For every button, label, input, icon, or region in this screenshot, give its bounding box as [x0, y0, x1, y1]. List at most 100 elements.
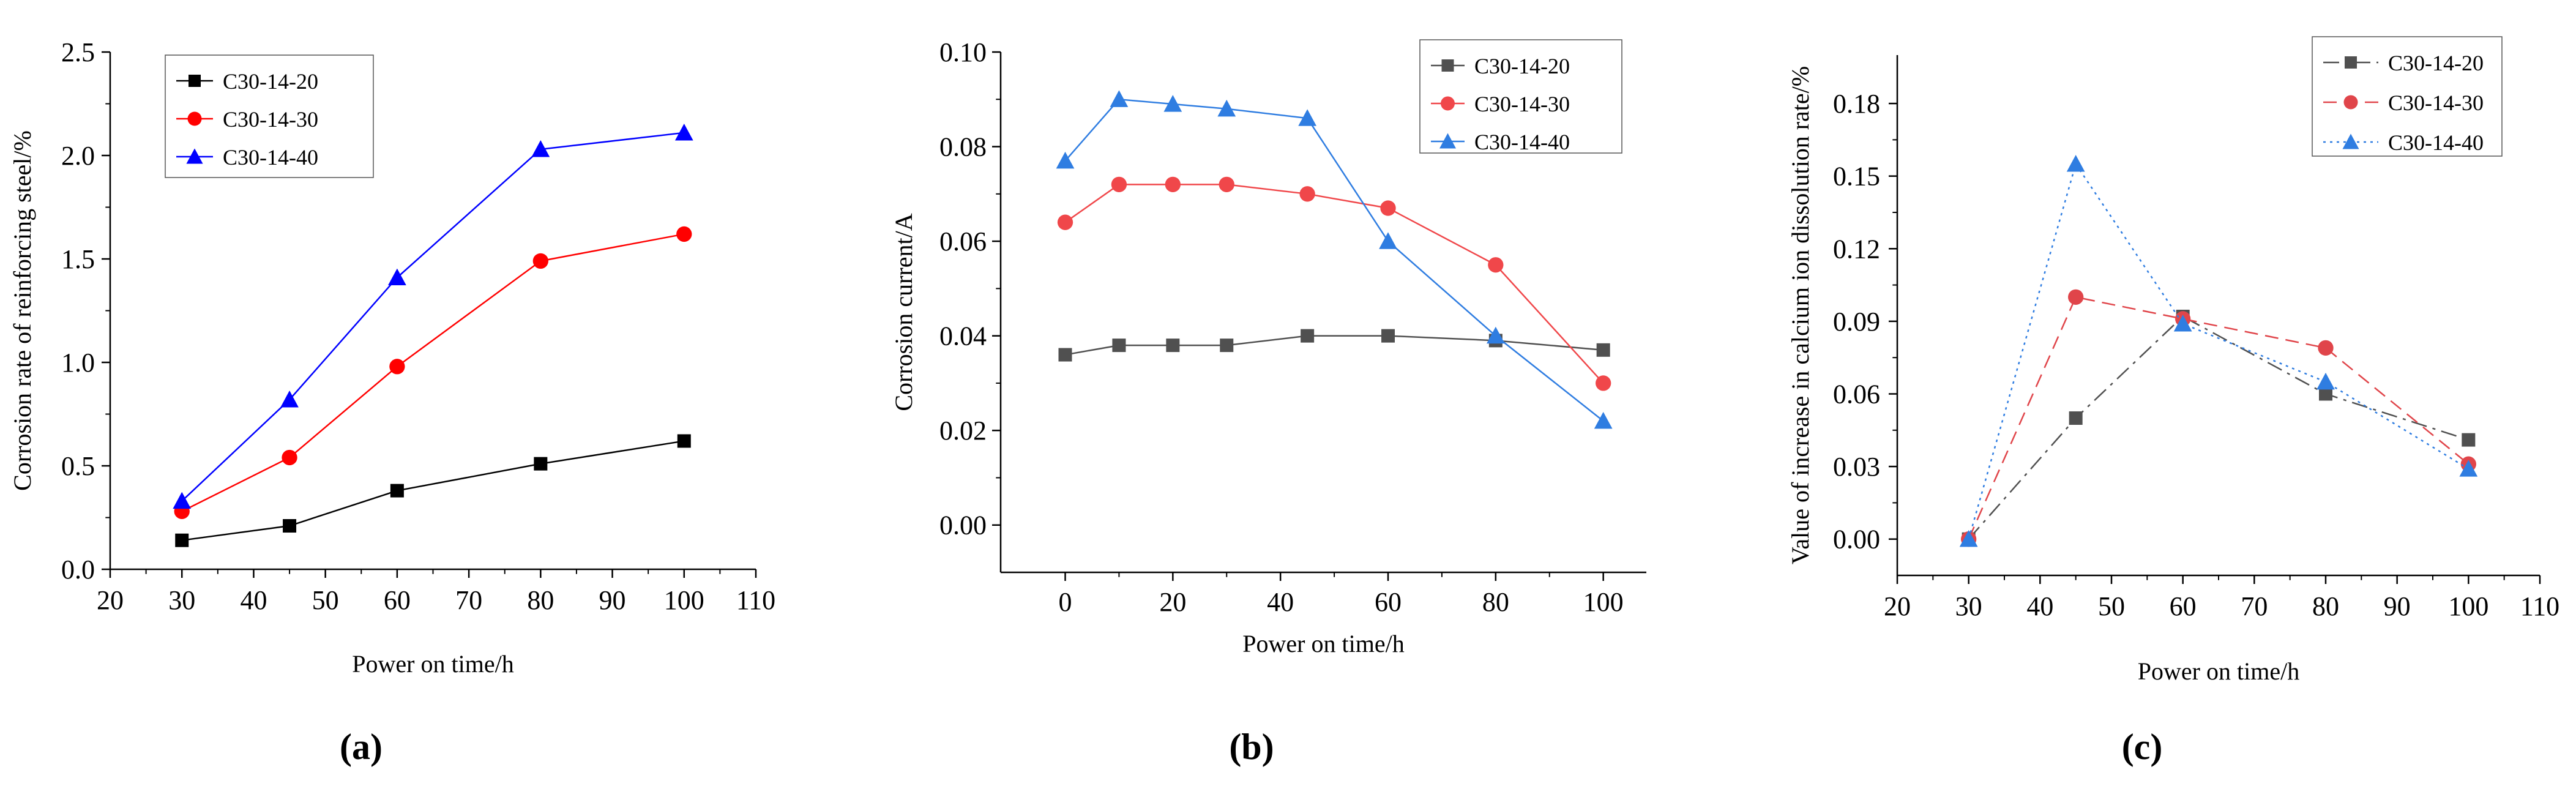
- x-tick-label: 80: [1482, 587, 1509, 617]
- x-tick-label: 0: [1059, 587, 1072, 617]
- legend: C30-14-20 C30-14-30 C30-14-40: [1419, 39, 1622, 154]
- legend-label: C30-14-20: [2388, 51, 2484, 75]
- y-tick-label: 0.18: [1833, 89, 1880, 119]
- series-C30-14-20: [1962, 309, 2476, 546]
- data-point: [1380, 200, 1396, 216]
- series-C30-14-40: [1056, 90, 1613, 429]
- panel-label: (b): [1229, 727, 1274, 767]
- data-point: [1163, 95, 1182, 112]
- data-point: [2066, 155, 2085, 172]
- legend-marker: [1441, 96, 1455, 111]
- series-C30-14-30: [1057, 176, 1611, 391]
- legend-label: C30-14-30: [223, 107, 318, 132]
- data-point: [1299, 186, 1315, 202]
- x-tick-label: 50: [2098, 591, 2125, 621]
- data-point: [1596, 343, 1610, 357]
- x-tick-label: 90: [599, 585, 626, 615]
- data-point: [1217, 99, 1236, 117]
- x-axis-label: Power on time/h: [1242, 630, 1404, 657]
- x-tick-label: 30: [168, 585, 195, 615]
- series-C30-14-40: [173, 123, 693, 509]
- x-tick-label: 30: [1955, 591, 1982, 621]
- legend-marker: [1441, 59, 1454, 72]
- series-C30-14-30: [174, 226, 692, 520]
- series-C30-14-30: [1961, 289, 2476, 547]
- chart-c: 20 30 40 50 60 70 80 90 100 110 0.00 0.03 0.06 0.09 0.…: [1786, 36, 2559, 767]
- x-tick-label: 40: [2026, 591, 2053, 621]
- data-point: [282, 449, 297, 466]
- series-C30-14-40: [1959, 155, 2478, 547]
- data-point: [1110, 90, 1129, 107]
- data-point: [532, 253, 548, 269]
- x-tick-label: 40: [240, 585, 267, 615]
- y-tick-label: 0.02: [939, 416, 987, 446]
- series-C30-14-20: [175, 434, 691, 547]
- legend-marker: [2342, 133, 2359, 149]
- x-tick-label: 20: [97, 585, 124, 615]
- data-point: [1594, 411, 1613, 429]
- data-point: [2319, 387, 2332, 401]
- data-point: [1301, 329, 1315, 343]
- legend-marker: [186, 148, 203, 164]
- series-line: [181, 233, 685, 512]
- data-point: [2068, 289, 2084, 305]
- data-point: [2173, 314, 2192, 332]
- legend-marker: [2343, 95, 2358, 110]
- panel-label: (a): [340, 727, 383, 767]
- legend-label: C30-14-30: [2388, 91, 2484, 115]
- data-point: [1112, 339, 1126, 353]
- x-tick-label: 80: [527, 585, 554, 615]
- data-point: [1959, 529, 1978, 547]
- y-tick-label: 1.5: [61, 244, 95, 274]
- x-tick-label: 100: [1583, 587, 1624, 617]
- legend-marker: [189, 75, 201, 87]
- y-tick-label: 0.5: [61, 451, 95, 481]
- legend-label: C30-14-20: [223, 69, 318, 94]
- series-line: [182, 440, 684, 541]
- y-tick-label: 0.00: [939, 511, 987, 541]
- data-point: [534, 457, 548, 471]
- legend-label: C30-14-40: [2388, 130, 2484, 155]
- x-tick-label: 20: [1159, 587, 1186, 617]
- legend-marker: [1439, 133, 1456, 149]
- y-tick-label: 0.00: [1833, 525, 1880, 555]
- y-tick-label: 0.0: [61, 555, 95, 585]
- y-axis-label: Corrosion current/A: [890, 213, 917, 411]
- chart-b: 0 20 40 60 80 100 0.00 0.02 0.04 0.06 0.08 0.10 Powe…: [890, 37, 1646, 767]
- x-tick-label: 70: [455, 585, 482, 615]
- y-tick-label: 0.09: [1833, 307, 1880, 337]
- data-point: [1057, 214, 1073, 230]
- data-point: [173, 492, 192, 509]
- data-point: [1220, 339, 1234, 353]
- x-tick-label: 110: [2520, 591, 2559, 621]
- legend-label: C30-14-20: [1474, 54, 1570, 78]
- data-point: [677, 434, 691, 448]
- x-tick-label: 80: [2312, 591, 2339, 621]
- legend-label: C30-14-30: [1474, 92, 1570, 116]
- data-point: [676, 226, 692, 242]
- data-point: [2317, 372, 2335, 390]
- data-point: [2462, 433, 2476, 447]
- data-point: [1488, 257, 1504, 273]
- legend-label: C30-14-40: [223, 145, 318, 170]
- x-tick-label: 60: [1375, 587, 1402, 617]
- x-tick-label: 70: [2241, 591, 2268, 621]
- x-tick-label: 100: [664, 585, 704, 615]
- data-point: [2069, 411, 2083, 425]
- data-point: [1596, 375, 1611, 391]
- x-axis-label: Power on time/h: [2138, 657, 2299, 685]
- data-point: [1219, 176, 1234, 193]
- data-point: [175, 533, 189, 547]
- data-point: [283, 519, 297, 533]
- data-point: [1298, 109, 1316, 126]
- data-point: [1111, 176, 1127, 193]
- data-point: [674, 123, 693, 141]
- x-tick-label: 20: [1884, 591, 1911, 621]
- series-line: [1065, 335, 1603, 356]
- data-point: [1379, 232, 1397, 249]
- x-tick-label: 40: [1267, 587, 1294, 617]
- y-tick-label: 0.12: [1833, 234, 1880, 264]
- y-axis-label: Corrosion rate of reinforcing steel/%: [9, 130, 36, 491]
- data-point: [2459, 460, 2478, 477]
